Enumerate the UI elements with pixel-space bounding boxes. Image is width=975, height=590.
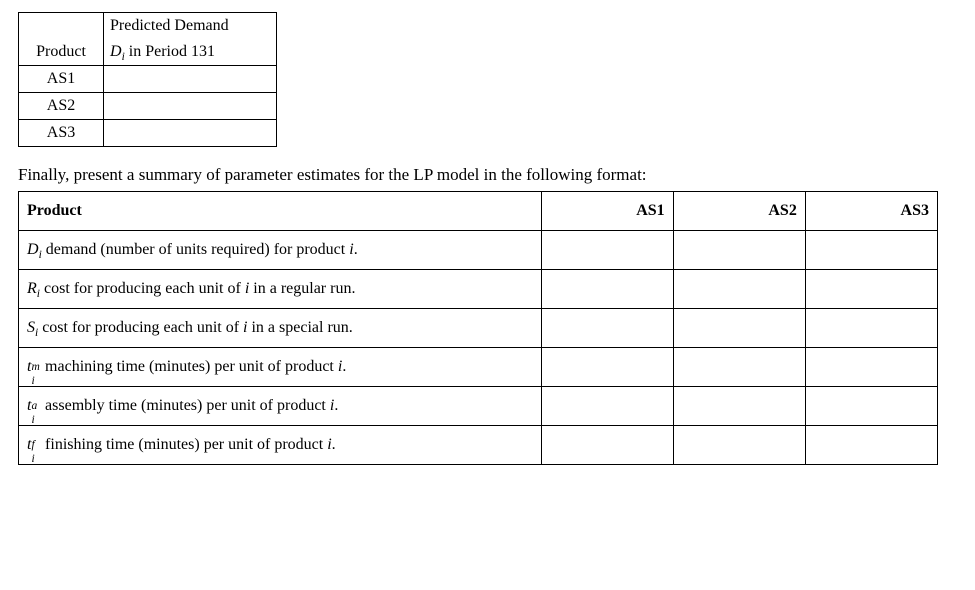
param-cell: [541, 387, 673, 426]
var: R: [27, 280, 37, 297]
param-cell: [805, 270, 937, 309]
trail-var: i: [338, 358, 342, 375]
parameter-header-label: Product: [19, 192, 542, 231]
param-text: assembly time (minutes) per unit of prod…: [41, 397, 330, 414]
param-cell: [673, 387, 805, 426]
demand-cell: [104, 120, 277, 147]
var-sup: m: [31, 361, 39, 373]
var-D: D: [110, 43, 122, 60]
trail-var: i: [349, 241, 353, 258]
parameter-header-as3: AS3: [805, 192, 937, 231]
instruction-text: Finally, present a summary of parameter …: [18, 165, 957, 185]
param-cell: [541, 426, 673, 465]
product-cell: AS2: [19, 93, 104, 120]
table-row: Si cost for producing each unit of i in …: [19, 309, 938, 348]
predicted-demand-header-demand1: Predicted Demand: [104, 13, 277, 40]
param-cell: [805, 348, 937, 387]
param-text: machining time (minutes) per unit of pro…: [41, 358, 338, 375]
param-cell: [541, 231, 673, 270]
param-cell: [805, 231, 937, 270]
var: S: [27, 319, 35, 336]
table-row: Ri cost for producing each unit of i in …: [19, 270, 938, 309]
var-sub: i: [31, 414, 34, 426]
parameter-table-header-row: Product AS1 AS2 AS3: [19, 192, 938, 231]
param-cell: [673, 270, 805, 309]
param-cell: [541, 270, 673, 309]
param-cell: [541, 348, 673, 387]
parameter-header-as2: AS2: [673, 192, 805, 231]
product-cell: AS3: [19, 120, 104, 147]
param-cell: [673, 309, 805, 348]
table-row: tai assembly time (minutes) per unit of …: [19, 387, 938, 426]
predicted-demand-header-product: Product: [19, 13, 104, 66]
table-row: Di demand (number of units required) for…: [19, 231, 938, 270]
product-cell: AS1: [19, 66, 104, 93]
param-cell: [805, 387, 937, 426]
trail-text: in a regular run.: [249, 280, 355, 297]
predicted-demand-table: Product Predicted Demand Di in Period 13…: [18, 12, 277, 147]
parameter-table: Product AS1 AS2 AS3 Di demand (number of…: [18, 191, 938, 465]
param-text: demand (number of units required) for pr…: [42, 241, 349, 258]
param-label: tai assembly time (minutes) per unit of …: [19, 387, 542, 426]
var: D: [27, 241, 39, 258]
predicted-demand-header-suffix: in Period 131: [125, 43, 215, 60]
trail-var: i: [327, 436, 331, 453]
trail-var: i: [330, 397, 334, 414]
table-row: tfi finishing time (minutes) per unit of…: [19, 426, 938, 465]
table-row: AS1: [19, 66, 277, 93]
trail-text: in a special run.: [247, 319, 352, 336]
param-label: Si cost for producing each unit of i in …: [19, 309, 542, 348]
param-text: finishing time (minutes) per unit of pro…: [41, 436, 327, 453]
table-row: AS3: [19, 120, 277, 147]
var-sup: f: [31, 439, 34, 451]
param-text: cost for producing each unit of: [40, 280, 245, 297]
table-row: tmi machining time (minutes) per unit of…: [19, 348, 938, 387]
table-row: AS2: [19, 93, 277, 120]
param-label: tfi finishing time (minutes) per unit of…: [19, 426, 542, 465]
param-cell: [673, 231, 805, 270]
param-cell: [805, 426, 937, 465]
param-cell: [673, 348, 805, 387]
param-cell: [673, 426, 805, 465]
var-sub: i: [31, 453, 34, 465]
parameter-header-as1: AS1: [541, 192, 673, 231]
param-cell: [805, 309, 937, 348]
demand-cell: [104, 66, 277, 93]
param-label: Di demand (number of units required) for…: [19, 231, 542, 270]
demand-cell: [104, 93, 277, 120]
predicted-demand-header-demand2: Di in Period 131: [104, 39, 277, 66]
param-cell: [541, 309, 673, 348]
param-label: Ri cost for producing each unit of i in …: [19, 270, 542, 309]
var-sub: i: [31, 375, 34, 387]
param-text: cost for producing each unit of: [38, 319, 243, 336]
var-sup: a: [31, 400, 37, 412]
param-label: tmi machining time (minutes) per unit of…: [19, 348, 542, 387]
